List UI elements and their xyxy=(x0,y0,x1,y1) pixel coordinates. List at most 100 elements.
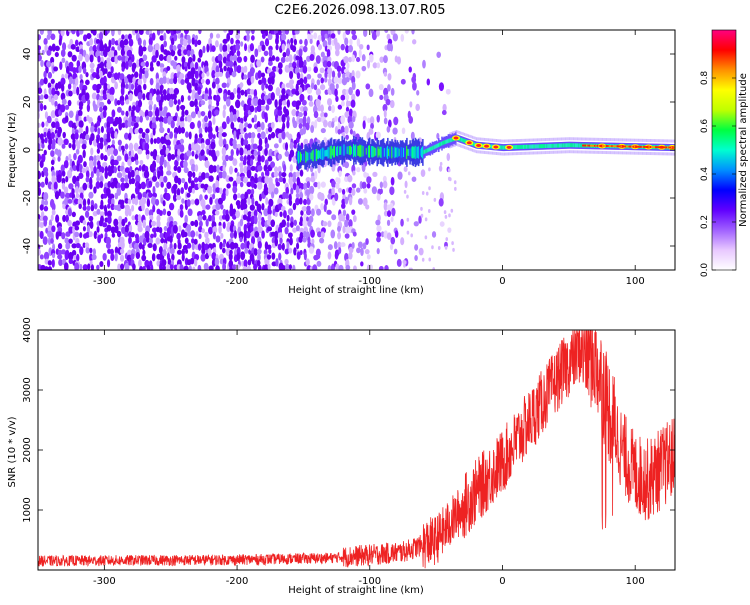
heatmap-band-edge xyxy=(477,137,479,141)
heatmap-noise-cell xyxy=(256,259,261,267)
heatmap-noise-cell xyxy=(277,30,282,36)
heatmap-band-edge xyxy=(489,138,491,142)
heatmap-band-core xyxy=(342,145,345,155)
heatmap-noise-cell xyxy=(131,115,137,123)
heatmap-noise-cell xyxy=(166,66,171,72)
heatmap-noise-cell xyxy=(190,71,195,80)
heatmap-band-core xyxy=(326,149,329,157)
heatmap-band-core xyxy=(502,145,505,150)
heatmap-noise-cell xyxy=(295,225,300,232)
heatmap-noise-cell xyxy=(82,242,86,249)
heatmap-noise-cell xyxy=(106,210,112,218)
heatmap-noise-cell xyxy=(151,253,156,262)
heatmap-noise-cell xyxy=(127,171,132,180)
heatmap-noise-cell xyxy=(168,98,174,108)
heatmap-band-edge xyxy=(473,136,475,140)
y-tick-label: 3000 xyxy=(22,377,33,402)
heatmap-noise-cell xyxy=(244,132,249,140)
heatmap-noise-cell xyxy=(55,214,60,223)
heatmap-noise-cell xyxy=(120,177,125,183)
heatmap-noise-cell xyxy=(57,131,61,138)
heatmap-noise-cell xyxy=(180,187,185,195)
heatmap-noise-cell xyxy=(76,163,80,172)
heatmap-noise-cell xyxy=(243,208,249,216)
heatmap-band-edge xyxy=(546,151,548,155)
heatmap-band-edge xyxy=(554,150,556,154)
heatmap-noise-cell xyxy=(64,197,69,206)
heatmap-noise-cell xyxy=(175,195,182,201)
heatmap-noise-cell xyxy=(324,70,328,79)
heatmap-band-edge xyxy=(560,137,563,141)
heatmap-band-core xyxy=(528,144,530,149)
heatmap-band-core xyxy=(563,143,565,148)
heatmap-noise-cell xyxy=(78,65,82,73)
heatmap-noise-cell xyxy=(101,222,108,228)
heatmap-noise-cell xyxy=(233,87,237,95)
heatmap-noise-cell xyxy=(75,113,79,123)
heatmap-noise-cell xyxy=(60,49,66,58)
heatmap-noise-cell xyxy=(118,220,123,230)
heatmap-noise-cell xyxy=(310,208,315,217)
heatmap-noise-cell xyxy=(192,171,196,179)
heatmap-noise-cell xyxy=(328,72,332,79)
heatmap-noise-cell xyxy=(411,30,415,35)
heatmap-noise-cell xyxy=(130,83,135,90)
heatmap-noise-cell xyxy=(96,120,101,127)
heatmap-noise-cell xyxy=(118,144,123,152)
heatmap-noise-cell xyxy=(236,65,242,74)
heatmap-noise-cell xyxy=(390,87,395,96)
heatmap-noise-cell xyxy=(157,170,161,180)
heatmap-noise-cell xyxy=(221,192,226,202)
heatmap-noise-cell xyxy=(85,134,90,141)
heatmap-noise-cell xyxy=(356,167,361,173)
heatmap-noise-cell xyxy=(285,193,289,199)
heatmap-noise-cell xyxy=(43,105,47,111)
heatmap-noise-cell xyxy=(102,161,108,168)
heatmap-noise-cell xyxy=(94,126,98,133)
heatmap-band-edge xyxy=(547,150,549,154)
heatmap-noise-cell xyxy=(179,72,185,80)
heatmap-noise-cell xyxy=(243,148,248,155)
heatmap-noise-cell xyxy=(344,125,349,135)
heatmap-noise-cell xyxy=(288,247,293,254)
heatmap-band-core xyxy=(417,146,420,159)
heatmap-streak xyxy=(635,145,637,148)
heatmap-noise-cell xyxy=(362,197,368,207)
heatmap-noise-cell xyxy=(264,142,270,149)
heatmap-noise-cell xyxy=(60,191,65,199)
heatmap-noise-cell xyxy=(261,33,266,39)
heatmap-band-edge xyxy=(587,150,589,154)
heatmap-noise-cell xyxy=(366,254,371,260)
heatmap-noise-cell xyxy=(393,116,399,126)
heatmap-noise-cell xyxy=(257,241,262,249)
heatmap-noise-cell xyxy=(229,105,235,114)
heatmap-band-core xyxy=(556,143,559,148)
heatmap-noise-cell xyxy=(285,48,291,57)
heatmap-noise-cell xyxy=(99,106,103,113)
heatmap-noise-cell xyxy=(129,165,133,172)
heatmap-noise-cell xyxy=(221,82,227,89)
heatmap-noise-cell xyxy=(264,30,269,37)
heatmap-streak xyxy=(599,144,601,147)
heatmap-noise-cell xyxy=(158,54,164,62)
heatmap-band-core xyxy=(412,146,415,159)
heatmap-noise-cell xyxy=(209,196,213,205)
heatmap-noise-cell xyxy=(392,33,398,42)
heatmap-noise-cell xyxy=(310,82,315,90)
heatmap-band-edge xyxy=(660,139,662,143)
heatmap-noise-cell xyxy=(114,98,118,107)
heatmap-band-edge xyxy=(607,151,609,155)
heatmap-noise-cell xyxy=(203,115,209,123)
heatmap-noise-cell xyxy=(88,191,94,199)
heatmap-noise-cell xyxy=(102,93,108,101)
heatmap-noise-cell xyxy=(187,186,193,194)
heatmap-band-core xyxy=(552,143,555,148)
heatmap-noise-cell xyxy=(67,198,73,204)
heatmap-noise-cell xyxy=(89,54,94,63)
heatmap-band-edge xyxy=(527,151,529,155)
heatmap-noise-cell xyxy=(340,43,345,51)
heatmap-noise-cell xyxy=(223,65,227,72)
heatmap-band-edge xyxy=(548,150,551,154)
heatmap-noise-cell xyxy=(117,139,122,146)
heatmap-band-edge xyxy=(491,151,494,155)
